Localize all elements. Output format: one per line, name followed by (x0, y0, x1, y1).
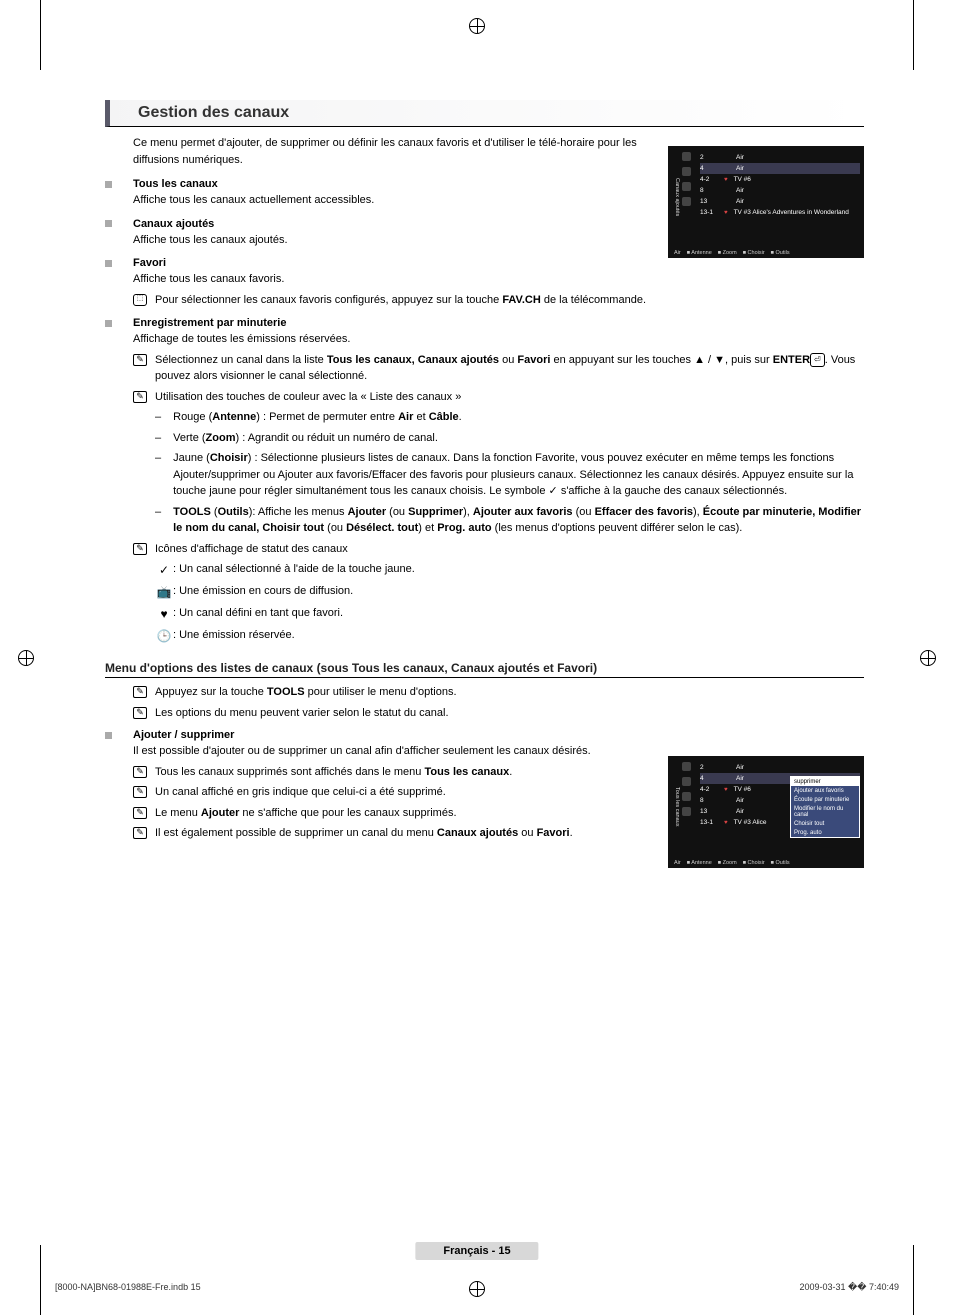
context-menu-item: Écoute par minuterie (791, 795, 859, 804)
menu-heading: Menu d'options des listes de canaux (sou… (105, 661, 864, 678)
subsection-body: Affichage de toutes les émissions réserv… (133, 331, 864, 348)
context-menu-item: Ajouter aux favoris (791, 786, 859, 795)
status-text: : Une émission en cours de diffusion. (173, 583, 353, 600)
note-text: Appuyez sur la touche TOOLS pour utilise… (155, 684, 457, 701)
enter-icon: ⏎ (810, 353, 825, 367)
subsection-title: Tous les canaux (133, 178, 218, 190)
tv-screenshot-options: Tous les canaux 2Air4Air4-2♥TV #68Air13A… (668, 756, 864, 868)
doc-icon: ✎ (133, 354, 147, 366)
heart-icon: ♥ (724, 210, 728, 216)
doc-icon: ✎ (133, 786, 147, 798)
bullet-icon (105, 320, 112, 327)
shot-nav-icon (682, 182, 691, 191)
shot-nav-icon (682, 777, 691, 786)
footer-hint: Air (674, 250, 681, 256)
doc-icon: ✎ (133, 807, 147, 819)
heart-icon: ♥ (724, 820, 728, 826)
note-text: Utilisation des touches de couleur avec … (155, 389, 461, 406)
bullet-icon (105, 181, 112, 188)
registration-mark-icon (920, 650, 936, 666)
bullet-icon (105, 732, 112, 739)
doc-icon: ✎ (133, 543, 147, 555)
footer-hint: ■ Zoom (718, 860, 737, 866)
footer-hint: ■ Zoom (718, 250, 737, 256)
shot-nav-icon (682, 197, 691, 206)
doc-icon: ✎ (133, 827, 147, 839)
subsection-title: Canaux ajoutés (133, 218, 214, 230)
section-title: Gestion des canaux (105, 100, 864, 127)
list-item: – Verte (Zoom) : Agrandit ou réduit un n… (155, 430, 864, 447)
list-item: – TOOLS (Outils): Affiche les menus Ajou… (155, 504, 864, 537)
remote-icon: ⬚ (133, 294, 147, 306)
subsection-title: Ajouter / supprimer (133, 729, 234, 741)
status-glyph-icon: 🕒 (155, 627, 173, 645)
heart-icon: ♥ (724, 787, 728, 793)
doc-icon: ✎ (133, 686, 147, 698)
footer-hint: Air (674, 860, 681, 866)
note-text: Pour sélectionner les canaux favoris con… (155, 292, 646, 309)
status-glyph-icon: ♥ (155, 605, 173, 623)
doc-icon: ✎ (133, 766, 147, 778)
note-text: Sélectionnez un canal dans la liste Tous… (155, 352, 864, 385)
status-glyph-icon: 📺 (155, 583, 173, 601)
channel-row: 2Air (700, 762, 860, 773)
page-footer: Français - 15 (415, 1242, 538, 1260)
status-glyph-icon: ✓ (155, 561, 173, 579)
shot-nav-icon (682, 807, 691, 816)
status-icon-item: 📺: Une émission en cours de diffusion. (155, 583, 864, 601)
context-menu-item: Choisir tout (791, 819, 859, 828)
context-menu-item: supprimer (791, 777, 859, 786)
tv-screenshot-channels: Canaux ajoutés 2Air4Air4-2♥TV #68Air13Ai… (668, 146, 864, 258)
note-text: Le menu Ajouter ne s'affiche que pour le… (155, 805, 457, 822)
channel-row: 4Air (700, 163, 860, 174)
subsection-title: Enregistrement par minuterie (133, 317, 286, 329)
shot-nav-icon (682, 792, 691, 801)
footer-hint: ■ Choisir (743, 250, 765, 256)
registration-mark-icon (469, 18, 485, 34)
status-text: : Un canal défini en tant que favori. (173, 605, 343, 622)
bullet-icon (105, 260, 112, 267)
bullet-icon (105, 220, 112, 227)
registration-mark-icon (18, 650, 34, 666)
shot-nav-icon (682, 167, 691, 176)
footer-hint: ■ Antenne (687, 250, 712, 256)
channel-row: 4-2♥TV #6 (700, 174, 860, 185)
footer-hint: ■ Outils (771, 250, 790, 256)
status-text: : Une émission réservée. (173, 627, 295, 644)
context-menu: supprimerAjouter aux favorisÉcoute par m… (790, 776, 860, 838)
footer-hint: ■ Antenne (687, 860, 712, 866)
footer-hint: ■ Outils (771, 860, 790, 866)
status-icon-item: ♥: Un canal défini en tant que favori. (155, 605, 864, 623)
shot-nav-icon (682, 152, 691, 161)
subsection-title: Favori (133, 257, 166, 269)
print-footer-left: [8000-NA]BN68-01988E-Fre.indb 15 (55, 1282, 201, 1293)
context-menu-item: Prog. auto (791, 828, 859, 837)
doc-icon: ✎ (133, 391, 147, 403)
channel-row: 13-1♥TV #3 Alice's Adventures in Wonderl… (700, 207, 860, 218)
context-menu-item: Modifier le nom du canal (791, 804, 859, 819)
subsection-body: Affiche tous les canaux favoris. (133, 271, 864, 288)
channel-row: 8Air (700, 185, 860, 196)
shot-nav-icon (682, 762, 691, 771)
doc-icon: ✎ (133, 707, 147, 719)
channel-row: 2Air (700, 152, 860, 163)
list-item: – Jaune (Choisir) : Sélectionne plusieur… (155, 450, 864, 500)
status-text: : Un canal sélectionné à l'aide de la to… (173, 561, 415, 578)
print-footer-right: 2009-03-31 �� 7:40:49 (799, 1282, 899, 1293)
heart-icon: ♥ (724, 177, 728, 183)
channel-row: 13Air (700, 196, 860, 207)
status-icon-item: 🕒: Une émission réservée. (155, 627, 864, 645)
note-text: Tous les canaux supprimés sont affichés … (155, 764, 512, 781)
list-item: – Rouge (Antenne) : Permet de permuter e… (155, 409, 864, 426)
note-text: Icônes d'affichage de statut des canaux (155, 541, 348, 558)
note-text: Un canal affiché en gris indique que cel… (155, 784, 446, 801)
note-text: Les options du menu peuvent varier selon… (155, 705, 449, 722)
note-text: Il est également possible de supprimer u… (155, 825, 573, 842)
status-icon-item: ✓: Un canal sélectionné à l'aide de la t… (155, 561, 864, 579)
footer-hint: ■ Choisir (743, 860, 765, 866)
